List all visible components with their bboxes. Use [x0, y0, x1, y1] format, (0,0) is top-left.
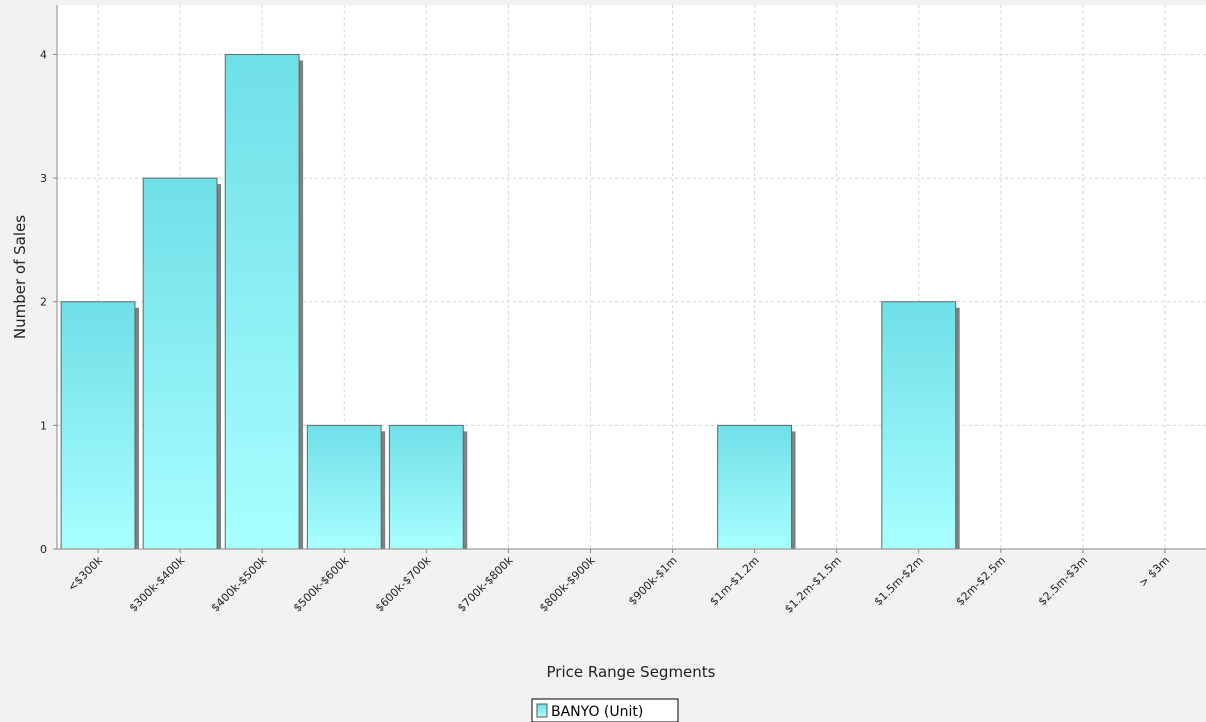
x-tick-label: > $3m [1136, 554, 1172, 590]
y-tick-label: 2 [40, 296, 47, 309]
y-ticks: 0 1 2 3 4 [40, 48, 57, 556]
bar [881, 301, 957, 550]
x-tick-label: $800k-$900k [537, 553, 598, 614]
x-axis-title: Price Range Segments [547, 663, 716, 681]
x-tick-label: $2m-$2.5m [954, 554, 1008, 608]
x-tick-label: $700k-$800k [455, 553, 516, 614]
x-tick-label: $400k-$500k [209, 553, 270, 614]
legend-label: BANYO (Unit) [551, 704, 643, 720]
y-tick-label: 0 [40, 543, 47, 556]
bars [60, 53, 960, 550]
x-tick-label: <$300k [65, 553, 105, 593]
y-axis-title: Number of Sales [11, 215, 29, 339]
legend-box [531, 698, 679, 722]
x-tick-label: $600k-$700k [373, 553, 434, 614]
bar [717, 424, 793, 550]
bar [60, 301, 136, 550]
y-tick-label: 3 [40, 172, 47, 185]
x-tick-label: $1m-$1.2m [707, 554, 761, 608]
x-tick-label: $1.2m-$1.5m [782, 554, 844, 616]
legend-swatch [536, 703, 548, 718]
legend: BANYO (Unit) [531, 698, 679, 722]
bar [142, 177, 218, 550]
x-tick-label: $900k-$1m [626, 554, 680, 608]
bar [388, 424, 464, 550]
x-tick-label: $500k-$600k [291, 553, 352, 614]
y-tick-label: 1 [40, 419, 47, 432]
bar [306, 424, 382, 550]
x-ticks: <$300k $300k-$400k $400k-$500k $500k-$600k $… [65, 549, 1172, 616]
y-tick-label: 4 [40, 48, 47, 61]
x-tick-label: $2.5m-$3m [1036, 554, 1090, 608]
x-tick-label: $300k-$400k [127, 553, 188, 614]
x-tick-label: $1.5m-$2m [872, 554, 926, 608]
bar [224, 53, 300, 550]
